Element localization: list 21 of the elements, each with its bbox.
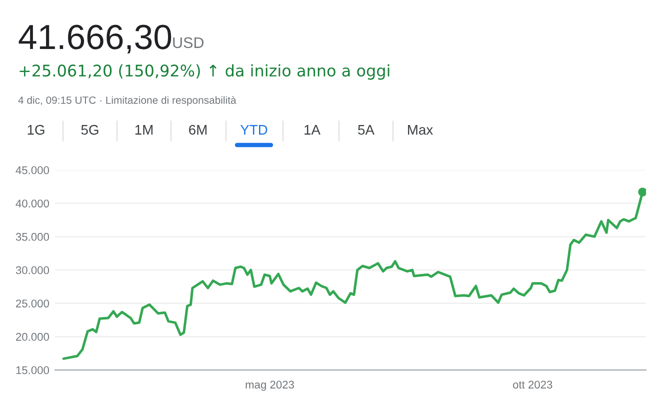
- text: 6M: [189, 124, 207, 135]
- chart-subtitle: +25.061,20 (150,92%) ↑ da inizio anno a oggi: [20, 64, 390, 80]
- text: 4 dic, 09:15 UTC · Limitazione di responsabilità: [18, 96, 236, 106]
- chart-title: 41.666,30: [18, 24, 172, 54]
- text: YTD: [240, 125, 268, 135]
- text: 1A: [304, 125, 320, 135]
- y-tick-label: 25.000: [16, 300, 50, 308]
- text: 5A: [358, 125, 374, 135]
- y-tick-label: 15.000: [16, 366, 50, 374]
- y-tick-label: 45.000: [16, 166, 50, 174]
- y-tick-label: 30.000: [16, 266, 50, 274]
- text: 1G: [28, 124, 44, 135]
- y-tick-label: 20.000: [16, 332, 50, 341]
- x-tick-label: ott 2023: [513, 380, 552, 389]
- y-tick-label: 35.000: [16, 232, 50, 241]
- text: USD: [173, 37, 204, 48]
- text: 5G: [81, 124, 98, 135]
- x-tick-label: mag 2023: [246, 380, 294, 391]
- text: 1M: [135, 125, 153, 135]
- y-tick-label: 40.000: [16, 200, 50, 208]
- text: Max: [408, 125, 433, 135]
